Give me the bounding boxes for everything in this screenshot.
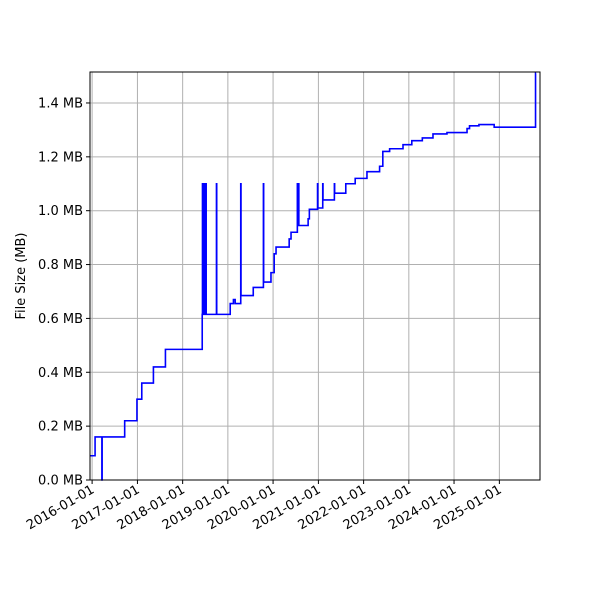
y-tick-label: 0.4 MB	[38, 366, 83, 381]
plot-frame	[89, 71, 541, 481]
y-tick-label: 1.4 MB	[38, 96, 83, 111]
data-line	[90, 72, 537, 481]
y-tick-label: 0.8 MB	[38, 258, 83, 273]
y-axis-label: File Size (MB)	[14, 233, 29, 320]
y-tick-label: 1.0 MB	[38, 204, 83, 219]
y-tick-label: 1.2 MB	[38, 150, 83, 165]
y-tick-label: 0.0 MB	[38, 474, 83, 489]
y-tick-label: 0.2 MB	[38, 420, 83, 435]
y-tick-label: 0.6 MB	[38, 312, 83, 327]
